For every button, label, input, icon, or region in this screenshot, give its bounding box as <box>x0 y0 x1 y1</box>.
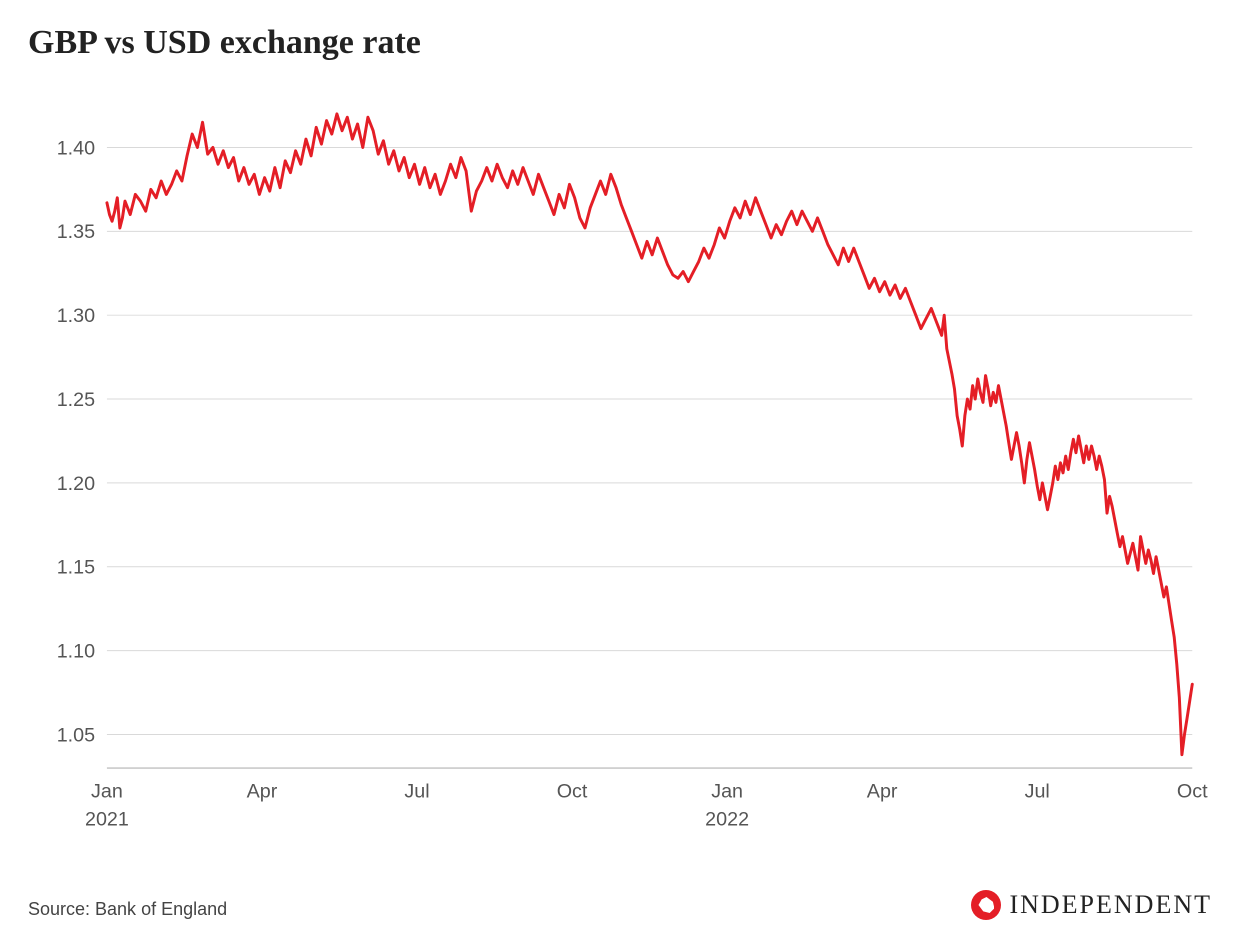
y-tick-label: 1.15 <box>57 557 95 579</box>
x-tick-label: Jul <box>1025 781 1050 803</box>
y-tick-label: 1.10 <box>57 641 95 663</box>
y-tick-label: 1.35 <box>57 221 95 243</box>
y-tick-label: 1.25 <box>57 389 95 411</box>
exchange-rate-line <box>107 114 1192 755</box>
x-tick-label: Jul <box>404 781 429 803</box>
eagle-icon <box>971 890 1001 920</box>
y-tick-label: 1.40 <box>57 137 95 159</box>
footer: Source: Bank of England INDEPENDENT <box>28 890 1212 920</box>
brand: INDEPENDENT <box>971 890 1212 920</box>
x-tick-label: Jan <box>711 781 743 803</box>
chart-container: 1.05 1.10 1.15 1.20 1.25 1.30 1.35 1.40 Jan 2021 A… <box>28 82 1212 872</box>
line-chart: 1.05 1.10 1.15 1.20 1.25 1.30 1.35 1.40 Jan 2021 A… <box>28 82 1212 872</box>
x-tick-label: Apr <box>247 781 278 803</box>
chart-title: GBP vs USD exchange rate <box>28 24 1212 62</box>
x-tick-label: Oct <box>557 781 588 803</box>
y-tick-label: 1.05 <box>57 724 95 746</box>
y-tick-label: 1.30 <box>57 305 95 327</box>
y-tick-label: 1.20 <box>57 473 95 495</box>
x-tick-label: Apr <box>867 781 898 803</box>
x-tick-label: Jan <box>91 781 123 803</box>
x-tick-label: 2022 <box>705 808 749 830</box>
brand-name: INDEPENDENT <box>1009 890 1212 920</box>
x-tick-label: 2021 <box>85 808 129 830</box>
x-tick-label: Oct <box>1177 781 1208 803</box>
source-label: Source: Bank of England <box>28 899 227 920</box>
